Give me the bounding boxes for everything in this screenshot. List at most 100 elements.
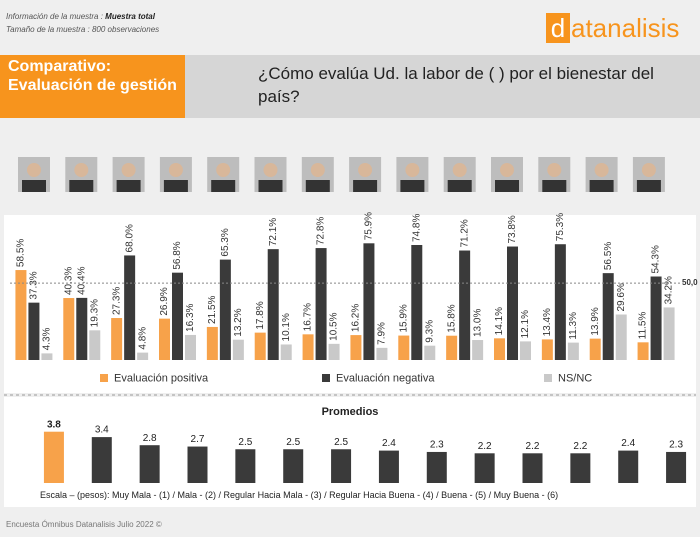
photo-face [500, 163, 514, 177]
value-label: 72.1% [268, 218, 279, 246]
bar [494, 338, 505, 360]
legend-swatch [100, 374, 108, 382]
bar [615, 314, 627, 360]
bar [637, 342, 649, 360]
photo-face [74, 163, 89, 177]
value-label: 73.8% [507, 215, 518, 243]
bar [507, 246, 518, 360]
footer: Encuesta Ómnibus Datanalisis Julio 2022 … [6, 520, 162, 529]
bar [43, 431, 64, 483]
photo-face [27, 163, 41, 177]
value-label: 10.5% [329, 312, 340, 340]
photo-body [116, 180, 141, 192]
value-label: 2.3 [430, 440, 444, 451]
chart-title: Promedios [322, 406, 379, 418]
legend-label: NS/NC [558, 372, 592, 384]
bar [589, 338, 601, 360]
value-label: 2.2 [478, 441, 492, 452]
scale-wrap: Escala – (pesos): Muy Mala - (1) / Mala … [40, 490, 558, 500]
value-label: 16.2% [351, 304, 362, 332]
bar [331, 449, 352, 483]
bar [522, 453, 543, 483]
value-label: 74.8% [411, 214, 422, 242]
value-label: 3.8 [47, 419, 61, 430]
bar [567, 342, 579, 360]
value-label: 12.1% [520, 310, 531, 338]
photo-body [22, 180, 46, 192]
bar [124, 255, 136, 360]
bar [280, 344, 292, 360]
bar [185, 334, 196, 360]
bar [350, 335, 362, 360]
bar [137, 352, 149, 360]
value-label: 7.9% [377, 322, 388, 345]
bar [446, 335, 458, 360]
bar [76, 297, 88, 360]
logo-text: atanalisis [571, 13, 679, 43]
value-label: 75.9% [364, 212, 375, 240]
bar [398, 335, 410, 360]
photo-face [121, 163, 136, 177]
bar [302, 334, 314, 360]
value-label: 40.4% [76, 266, 87, 294]
value-label: 4.3% [42, 327, 53, 350]
photo-face [405, 163, 420, 177]
value-label: 54.3% [651, 245, 662, 273]
value-label: 14.1% [494, 307, 505, 335]
photo-face [310, 163, 325, 177]
bar [41, 353, 53, 360]
value-label: 56.5% [603, 242, 614, 270]
logo-box [546, 13, 570, 43]
chart-panel [4, 215, 696, 393]
bar [219, 259, 231, 360]
value-label: 11.5% [638, 312, 649, 340]
bar [235, 449, 256, 483]
value-label: 10.1% [281, 313, 292, 341]
value-label: 15.9% [398, 304, 409, 332]
section-title: Comparativo: Evaluación de gestión [8, 58, 177, 94]
value-label: 4.8% [137, 327, 148, 350]
value-label: 2.3 [669, 440, 683, 451]
bar [378, 450, 399, 483]
bar [520, 341, 531, 360]
value-label: 21.5% [207, 295, 218, 323]
section-box [0, 55, 185, 118]
bar [666, 451, 687, 483]
photo-body [447, 180, 472, 192]
value-label: 2.5 [238, 437, 252, 448]
legend-label: Evaluación positiva [114, 372, 209, 384]
bar [541, 339, 553, 360]
value-label: 56.8% [172, 241, 183, 269]
value-label: 58.5% [16, 239, 27, 267]
bar [172, 272, 183, 360]
bar [187, 446, 208, 483]
value-label: 9.3% [424, 320, 435, 343]
photo-face [263, 163, 278, 177]
bar [63, 298, 75, 360]
photo-body [589, 180, 614, 192]
legend-swatch [544, 374, 552, 382]
photo-face [452, 163, 467, 177]
photo-body [258, 180, 283, 192]
value-label: 13.2% [233, 308, 244, 336]
photo-face [216, 163, 231, 177]
photo-face [358, 163, 373, 177]
bar [15, 270, 27, 360]
value-label: 13.4% [542, 308, 553, 336]
value-label: 34.2% [664, 276, 675, 304]
photo-body [495, 180, 519, 192]
value-label: 19.3% [89, 299, 100, 327]
value-label: 27.3% [111, 287, 122, 315]
photo-body [400, 180, 425, 192]
bar [91, 437, 112, 483]
photo-body [542, 180, 567, 192]
bar [315, 248, 327, 360]
photo-face [641, 163, 656, 177]
photo-face [168, 163, 183, 177]
value-label: 2.4 [621, 438, 635, 449]
value-label: 26.9% [159, 287, 170, 315]
value-label: 75.3% [555, 213, 566, 241]
photo-body [211, 180, 236, 192]
